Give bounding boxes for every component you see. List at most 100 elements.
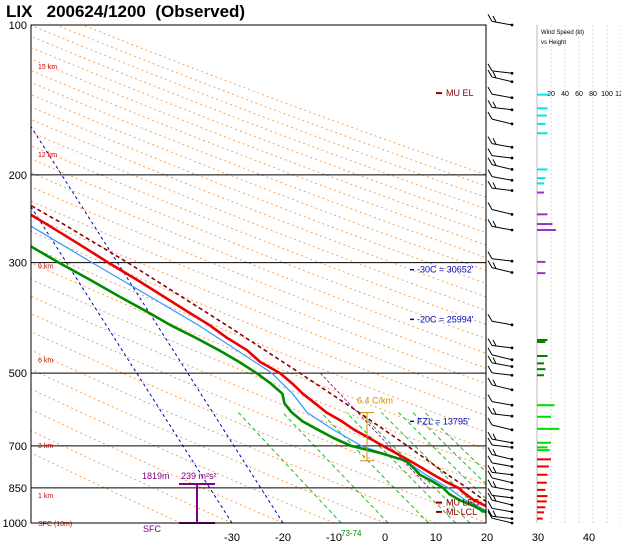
wind-speed-bar: [537, 182, 544, 185]
wind-panel-title-line1: Wind Speed (kt): [541, 30, 584, 36]
srh-value-label: 239 m²s²: [181, 471, 217, 481]
height-label: SFC (10m): [38, 521, 72, 528]
parcel-trace: [31, 204, 486, 503]
wind-barb: [487, 510, 514, 525]
surface-temps-label: 73-74: [341, 529, 362, 538]
wind-barb: [487, 251, 514, 263]
wind-speed-bar: [537, 473, 548, 476]
wind-speed-bar: [537, 223, 553, 226]
wind-speed-bar: [537, 340, 546, 343]
height-label: 15 km: [38, 64, 57, 71]
temperature-tick-label: 30: [532, 532, 544, 544]
wind-barb: [487, 437, 514, 449]
dry-adiabat: [31, 118, 486, 298]
wetbulb-profile: [31, 225, 486, 512]
temperature-tick-label: -10: [326, 532, 342, 544]
height-label: 1 km: [38, 493, 53, 500]
dry-adiabat: [31, 452, 182, 523]
wind-speed-bar: [537, 260, 546, 263]
dry-adiabat: [31, 25, 486, 198]
wind-barb: [487, 501, 514, 514]
minus20c-label: -20C = 25994': [417, 314, 474, 324]
pressure-tick-label: 200: [9, 170, 27, 182]
pressure-tick-label: 300: [9, 258, 27, 270]
wind-barb: [487, 470, 514, 485]
wind-barb: [487, 455, 514, 468]
wind-barb: [487, 219, 514, 232]
wind-speed-bar: [537, 465, 549, 468]
wind-speed-bar: [537, 446, 548, 449]
isotherm-line: [31, 205, 233, 523]
wind-speed-bar: [537, 114, 547, 117]
wind-panel-axis-label: 20: [547, 91, 555, 98]
temperature-tick-label: 0: [382, 532, 388, 544]
wind-speed-bar: [537, 374, 544, 377]
pressure-tick-label: 100: [9, 20, 27, 32]
wind-speed-bar: [537, 213, 548, 216]
dry-adiabat: [31, 144, 486, 325]
wind-speed-bar: [537, 500, 547, 503]
dry-adiabat: [31, 246, 486, 433]
wind-barb: [487, 347, 514, 362]
temperature-tick-label: -20: [275, 532, 291, 544]
mu-el-label: MU EL: [446, 88, 474, 98]
wind-barb: [487, 492, 514, 507]
wind-barb: [487, 69, 514, 84]
wind-speed-bar: [537, 122, 546, 125]
height-label: 6 km: [38, 357, 53, 364]
mixing-ratio-line: [346, 412, 457, 523]
wind-barb: [487, 417, 514, 432]
temperature-tick-label: 20: [481, 532, 493, 544]
wind-panel-axis-label: 120: [615, 91, 621, 98]
wind-panel-axis-label: 60: [575, 91, 583, 98]
wind-speed-bar: [537, 511, 544, 514]
pressure-tick-label: 1000: [3, 518, 27, 530]
wind-speed-bar: [537, 191, 544, 194]
plot-frame: [30, 24, 487, 524]
wind-barb: [487, 377, 514, 392]
wind-barb: [487, 260, 514, 274]
wind-speed-bar: [537, 338, 548, 341]
wind-barb: [487, 313, 514, 327]
mixing-ratio-line: [359, 412, 471, 523]
chart-title: LIX 200624/1200 (Observed): [6, 2, 246, 21]
dry-adiabat: [31, 58, 486, 234]
wind-barb: [487, 447, 514, 461]
wind-barb: [487, 394, 514, 407]
wind-speed-bar: [537, 272, 546, 275]
wind-barb: [487, 180, 514, 192]
dry-adiabat: [31, 69, 486, 246]
mu-lfc-label: MU LFC: [446, 498, 480, 508]
wind-speed-bar: [537, 481, 547, 484]
wind-panel-axis-label: 100: [601, 91, 613, 98]
temperature-tick-label: 40: [583, 532, 595, 544]
pressure-tick-label: 850: [9, 483, 27, 495]
dry-adiabat: [31, 295, 486, 486]
wind-barb: [487, 136, 514, 149]
wind-barb: [487, 169, 514, 182]
wind-barb: [487, 157, 514, 171]
dry-adiabat: [31, 368, 386, 523]
wind-speed-bar: [537, 93, 549, 96]
wind-barb: [487, 100, 514, 112]
pressure-tick-label: 700: [9, 441, 27, 453]
wind-speed-bar: [537, 404, 555, 407]
wind-speed-bar: [537, 449, 550, 452]
wind-panel-axis-label: 80: [589, 91, 597, 98]
mixing-ratio-line: [282, 412, 389, 523]
wind-barb: [487, 431, 514, 445]
wind-barb: [487, 86, 514, 100]
wind-speed-bar: [537, 362, 544, 365]
wind-barb: [487, 148, 514, 160]
wind-barb: [487, 63, 514, 75]
wind-barb: [487, 508, 514, 521]
mixing-ratio-line: [238, 412, 342, 523]
temperature-tick-label: 10: [430, 532, 442, 544]
wind-barb: [487, 406, 514, 418]
height-label: 9 km: [38, 264, 53, 271]
wind-speed-bar: [537, 168, 548, 171]
height-label: 12 km: [38, 152, 57, 159]
dry-adiabat: [31, 349, 437, 523]
wind-speed-bar: [537, 107, 548, 110]
